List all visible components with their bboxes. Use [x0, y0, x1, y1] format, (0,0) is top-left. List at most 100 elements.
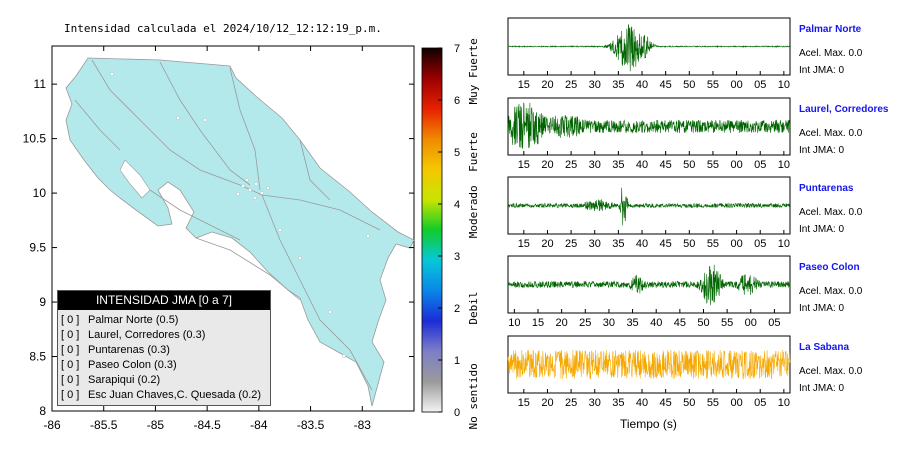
town-marker — [298, 256, 302, 260]
station-intensity: Int JMA: 0 — [799, 145, 845, 156]
intensity-color-bar — [421, 47, 443, 413]
wave-tick-label: 25 — [565, 159, 577, 171]
waveform-trace — [507, 187, 791, 226]
wave-tick-label: 35 — [612, 159, 624, 171]
legend-item: [ 0 ] Puntarenas (0.3) — [58, 343, 270, 358]
wave-tick-label: 35 — [612, 397, 624, 409]
wave-tick-label: 05 — [768, 317, 780, 329]
legend-title: INTENSIDAD JMA [0 a 7] — [58, 291, 270, 310]
station-intensity: Int JMA: 0 — [799, 383, 845, 394]
waveform-trace — [507, 264, 791, 306]
time-axis-label: Tiempo (s) — [620, 417, 677, 431]
town-marker — [236, 192, 240, 196]
wave-tick-label: 55 — [707, 238, 719, 250]
wave-tick-label: 15 — [532, 317, 544, 329]
town-marker — [328, 310, 332, 314]
wave-tick-label: 15 — [518, 238, 530, 250]
wave-tick-label: 50 — [697, 317, 709, 329]
wave-tick-label: 25 — [565, 79, 577, 91]
wave-tick-label: 20 — [541, 79, 553, 91]
wave-tick-label: 45 — [660, 79, 672, 91]
wave-tick-label: 20 — [541, 159, 553, 171]
gulf-of-nicoya — [119, 159, 151, 199]
town-marker — [203, 118, 207, 122]
station-accel: Acel. Max. 0.0 — [799, 128, 863, 139]
wave-tick-label: 20 — [556, 317, 568, 329]
town-marker — [260, 191, 264, 195]
road-line — [299, 139, 331, 201]
town-marker — [254, 182, 258, 186]
station-accel: Acel. Max. 0.0 — [799, 207, 863, 218]
wave-tick-label: 45 — [660, 397, 672, 409]
legend-item-label: Puntarenas (0.3) — [88, 344, 170, 356]
legend-item-label: Paseo Colon (0.3) — [88, 359, 177, 371]
station-name: La Sabana — [799, 342, 850, 353]
town-marker — [253, 196, 257, 200]
wave-tick-label: 10 — [778, 159, 790, 171]
road-line — [74, 99, 121, 151]
scale-category-label: Muy Fuerte — [467, 38, 480, 104]
map-title: Intensidad calculada el 2024/10/12_12:12… — [64, 22, 382, 35]
costa-rica-land — [65, 57, 415, 407]
x-tick-label: -84 — [250, 418, 268, 432]
station-name: Paseo Colon — [799, 262, 860, 273]
legend-item: [ 0 ] Laurel, Corredores (0.3) — [58, 328, 270, 343]
wave-tick-label: 00 — [730, 159, 742, 171]
scale-category-label: No sentido — [467, 363, 480, 429]
x-tick-label: -83 — [354, 418, 372, 432]
wave-tick-label: 50 — [683, 79, 695, 91]
wave-tick-label: 15 — [518, 397, 530, 409]
scale-category-label: Moderado — [467, 185, 480, 238]
legend-item-label: Palmar Norte (0.5) — [88, 314, 179, 326]
wave-tick-label: 40 — [636, 238, 648, 250]
wave-tick-label: 30 — [589, 397, 601, 409]
wave-tick-label: 10 — [778, 79, 790, 91]
station-name: Palmar Norte — [799, 24, 862, 35]
wave-tick-label: 40 — [650, 317, 662, 329]
x-tick-label: -85 — [147, 418, 165, 432]
scale-tick-label: 1 — [454, 355, 460, 367]
wave-tick-label: 45 — [660, 238, 672, 250]
legend-item: [ 0 ] Paseo Colon (0.3) — [58, 358, 270, 373]
station-accel: Acel. Max. 0.0 — [799, 48, 863, 59]
town-marker — [266, 186, 270, 190]
wave-tick-label: 05 — [754, 397, 766, 409]
wave-tick-label: 40 — [636, 79, 648, 91]
wave-tick-label: 40 — [636, 397, 648, 409]
waveform-trace — [507, 24, 791, 72]
station-accel: Acel. Max. 0.0 — [799, 286, 863, 297]
station-intensity: Int JMA: 0 — [799, 224, 845, 235]
legend-item: [ 0 ] Sarapiqui (0.2) — [58, 373, 270, 388]
wave-tick-label: 20 — [541, 397, 553, 409]
legend-item-label: Sarapiqui (0.2) — [88, 374, 161, 386]
wave-tick-label: 00 — [730, 238, 742, 250]
wave-tick-label: 45 — [674, 317, 686, 329]
wave-tick-label: 55 — [707, 159, 719, 171]
legend-item: [ 0 ] Esc Juan Chaves,C. Quesada (0.2) — [58, 388, 270, 403]
scale-tick-label: 6 — [454, 95, 460, 107]
y-tick-label: 10 — [33, 186, 47, 200]
town-marker — [245, 178, 249, 182]
wave-tick-label: 05 — [754, 159, 766, 171]
wave-tick-label: 50 — [683, 397, 695, 409]
wave-tick-label: 30 — [589, 159, 601, 171]
legend-item-label: Laurel, Corredores (0.3) — [88, 329, 206, 341]
legend-item: [ 0 ] Palmar Norte (0.5) — [58, 313, 270, 328]
legend-item-code: [ 0 ] — [61, 329, 80, 341]
town-marker — [110, 72, 114, 76]
wave-tick-label: 10 — [778, 238, 790, 250]
wave-tick-label: 05 — [754, 79, 766, 91]
wave-tick-label: 10 — [508, 317, 520, 329]
intensity-legend: INTENSIDAD JMA [0 a 7] [ 0 ] Palmar Norte… — [57, 290, 271, 406]
station-name: Puntarenas — [799, 183, 854, 194]
station-name: Laurel, Corredores — [799, 104, 889, 115]
wave-tick-label: 00 — [730, 397, 742, 409]
wave-tick-label: 00 — [745, 317, 757, 329]
wave-tick-label: 25 — [579, 317, 591, 329]
road-line — [261, 194, 381, 231]
road-line — [91, 59, 263, 196]
scale-category-label: Fuerte — [467, 132, 480, 172]
scale-tick-label: 4 — [454, 199, 460, 211]
town-marker — [366, 234, 370, 238]
wave-tick-label: 55 — [707, 397, 719, 409]
